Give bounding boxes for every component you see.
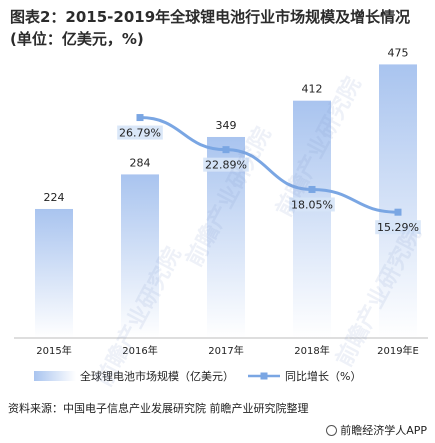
growth-label-3: 18.05% (291, 198, 333, 211)
brand-logo-icon (326, 425, 338, 436)
bar-label-2: 349 (216, 119, 237, 132)
bar-label-0: 224 (44, 191, 65, 204)
x-tick-label-0: 2015年 (36, 344, 71, 357)
growth-point-2 (222, 146, 230, 154)
bar-3 (293, 100, 331, 338)
growth-label-2: 22.89% (205, 159, 247, 172)
legend-bar-swatch (34, 371, 76, 381)
bar-1 (121, 174, 159, 338)
growth-line (139, 116, 399, 214)
growth-point-1 (136, 114, 144, 122)
x-tick-label-1: 2016年 (122, 344, 157, 357)
x-tick-label-4: 2019年E (377, 344, 419, 357)
bar-label-3: 412 (302, 83, 323, 96)
growth-label-bg-4 (375, 220, 421, 235)
bar-0 (35, 208, 73, 338)
brand-text: 前瞻经济学人APP (340, 424, 427, 437)
legend-bar-label: 全球锂电池市场规模（亿美元） (80, 369, 234, 383)
brand-label: 前瞻经济学人APP (326, 422, 427, 438)
growth-point-4 (394, 208, 402, 216)
growth-label-1: 26.79% (119, 127, 161, 140)
x-tick-label-3: 2018年 (294, 344, 329, 357)
legend-line-marker (260, 372, 268, 380)
growth-label-4: 15.29% (377, 221, 419, 234)
bar-label-4: 475 (388, 46, 409, 59)
growth-label-bg-3 (289, 197, 335, 212)
x-tick-label-2: 2017年 (208, 344, 243, 357)
growth-label-bg-2 (203, 157, 249, 172)
chart-title: 图表2：2015-2019年全球锂电池行业市场规模及增长情况(单位：亿美元，%) (10, 8, 411, 48)
legend-line-label: 同比增长（%） (285, 369, 361, 383)
bar-4 (379, 64, 417, 339)
growth-point-3 (308, 185, 316, 193)
source-note: 资料来源：中国电子信息产业发展研究院 前瞻产业研究院整理 (8, 402, 309, 415)
bar-label-1: 284 (130, 156, 151, 169)
growth-label-bg-1 (117, 125, 163, 140)
